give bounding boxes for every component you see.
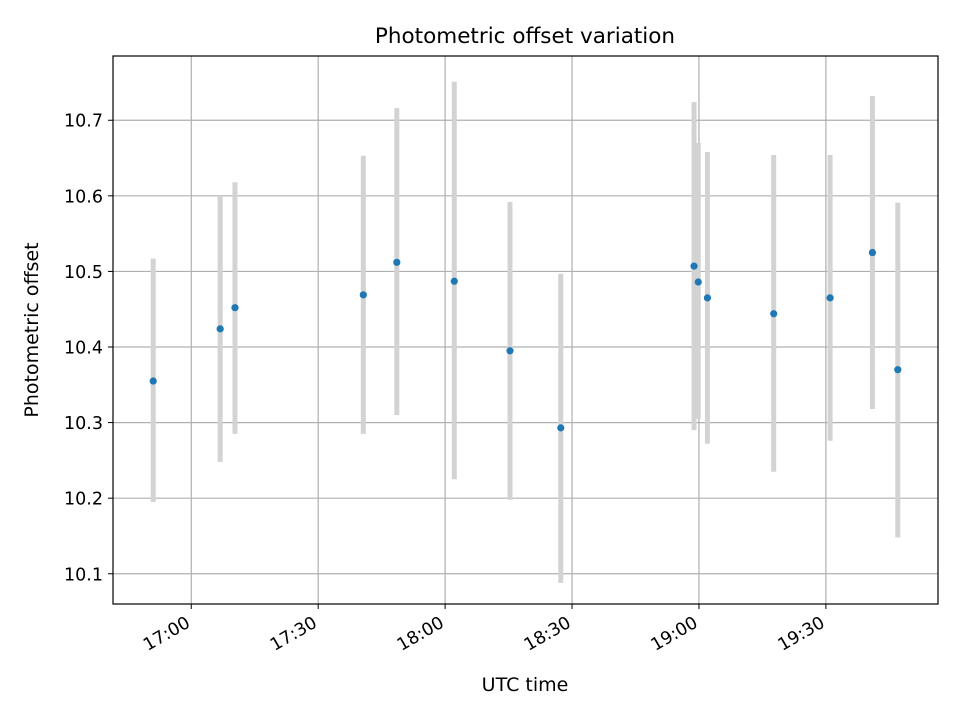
y-tick-label: 10.1 bbox=[64, 565, 103, 585]
data-point bbox=[694, 278, 702, 286]
chart-title: Photometric offset variation bbox=[375, 24, 675, 49]
data-point bbox=[450, 277, 458, 285]
data-point bbox=[149, 377, 157, 385]
data-points bbox=[149, 248, 902, 432]
data-point bbox=[826, 294, 834, 302]
x-axis-label: UTC time bbox=[482, 674, 569, 696]
data-point bbox=[231, 304, 239, 312]
y-tick-label: 10.6 bbox=[64, 187, 103, 207]
data-point bbox=[690, 262, 698, 270]
data-point bbox=[557, 424, 565, 432]
data-point bbox=[393, 258, 401, 266]
y-tick-label: 10.7 bbox=[64, 112, 103, 132]
y-tick-label: 10.3 bbox=[64, 414, 103, 434]
y-axis-label: Photometric offset bbox=[21, 242, 43, 417]
y-axis: 10.1 10.2 10.3 10.4 10.5 10.6 10.7 bbox=[64, 112, 113, 585]
data-point bbox=[359, 291, 367, 299]
data-point bbox=[894, 366, 902, 374]
data-point bbox=[770, 310, 778, 318]
data-point bbox=[703, 294, 712, 302]
data-point bbox=[216, 325, 224, 333]
plot-frame bbox=[112, 55, 939, 605]
y-tick-label: 10.2 bbox=[64, 490, 103, 510]
y-tick-label: 10.4 bbox=[64, 339, 103, 359]
data-point bbox=[506, 347, 514, 355]
y-tick-label: 10.5 bbox=[64, 263, 103, 283]
data-point bbox=[868, 248, 877, 257]
